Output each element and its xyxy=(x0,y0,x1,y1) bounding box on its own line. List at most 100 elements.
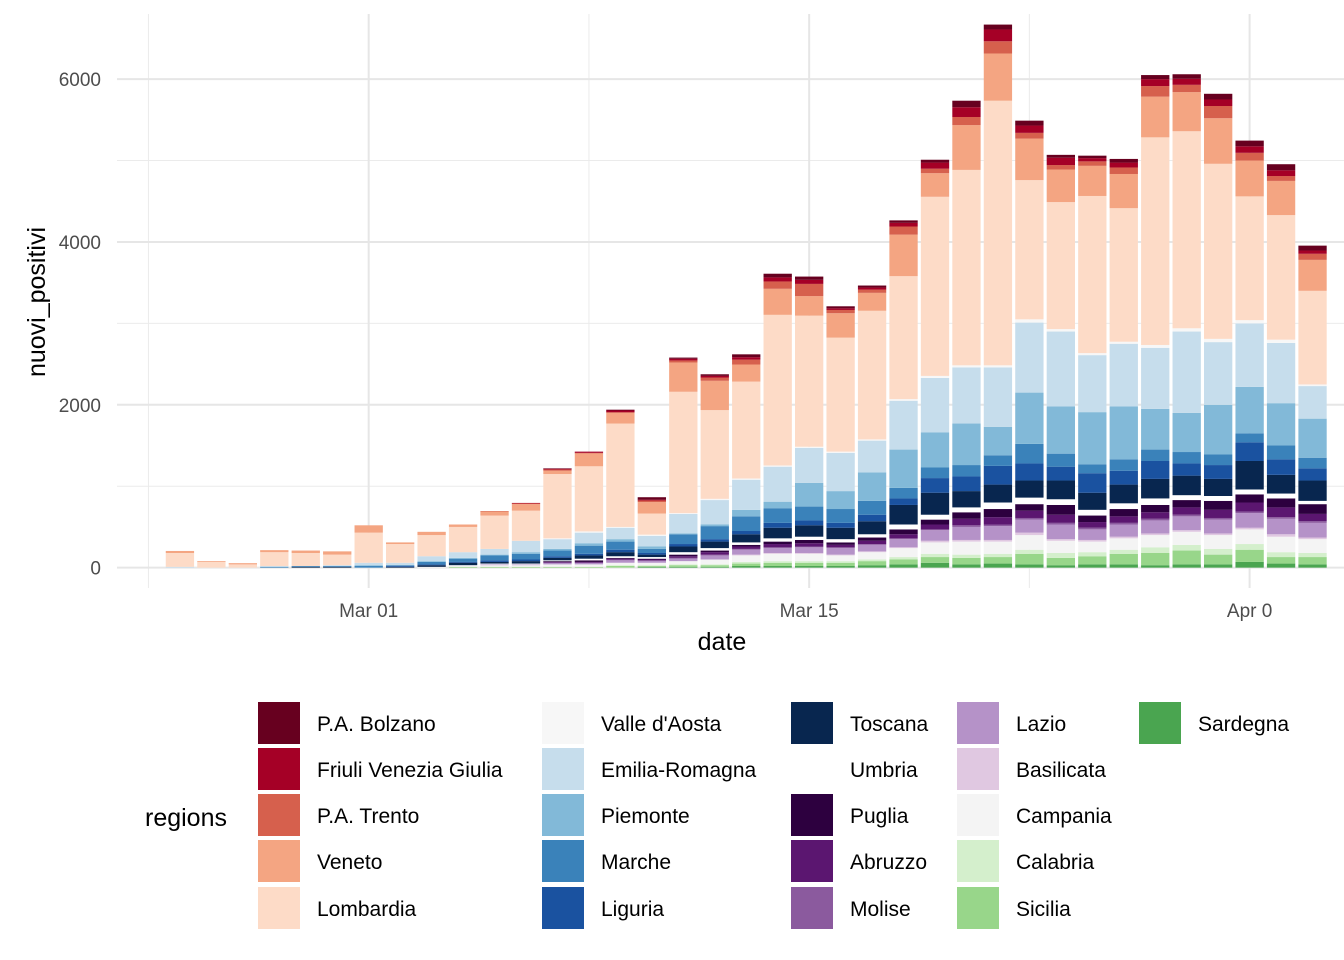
bar-segment xyxy=(920,196,950,376)
bar-stack xyxy=(385,542,415,568)
bar-segment xyxy=(1235,494,1264,503)
bar-segment xyxy=(1203,535,1233,549)
bar-segment xyxy=(732,542,761,545)
bar-segment xyxy=(1235,320,1264,324)
bar-segment xyxy=(543,556,572,558)
bar-segment xyxy=(1046,406,1076,454)
bar-segment xyxy=(983,426,1013,456)
bar-segment xyxy=(1078,161,1107,166)
bar-segment xyxy=(606,549,635,553)
y-axis-title: nuovi_positivi xyxy=(23,227,51,377)
bar-segment xyxy=(1109,553,1138,565)
bar-segment xyxy=(637,535,667,547)
bar-segment xyxy=(1141,96,1170,138)
bar-segment xyxy=(448,566,478,567)
bar-segment xyxy=(1235,529,1264,545)
bar-segment xyxy=(1141,449,1170,461)
bar-segment xyxy=(763,466,792,502)
bar-segment xyxy=(889,547,918,549)
bar-segment xyxy=(1109,509,1138,517)
bar-segment xyxy=(826,562,855,567)
bar-segment xyxy=(1015,510,1044,518)
bar-segment xyxy=(637,546,667,549)
bar-segment xyxy=(1109,564,1138,568)
bar-stack xyxy=(1109,158,1138,568)
bar-segment xyxy=(700,541,729,549)
bar-segment xyxy=(1298,564,1327,568)
bar-segment xyxy=(1266,170,1296,177)
bar-segment xyxy=(826,566,855,568)
bar-segment xyxy=(1266,498,1296,508)
bar-segment xyxy=(920,492,950,515)
bar-segment xyxy=(637,565,667,567)
bar-segment xyxy=(857,289,887,293)
bar-segment xyxy=(1203,517,1233,520)
bar-segment xyxy=(1235,160,1264,197)
bar-segment xyxy=(1298,480,1327,501)
legend-swatch xyxy=(791,794,833,836)
bar-segment xyxy=(700,554,729,556)
legend-item: Valle d'Aosta xyxy=(542,702,722,744)
bar-segment xyxy=(1203,99,1233,107)
bar-segment xyxy=(165,566,195,568)
bar-segment xyxy=(794,553,824,562)
bar-stack xyxy=(354,525,383,568)
bar-segment xyxy=(385,544,415,563)
legend-item: Friuli Venezia Giulia xyxy=(258,748,503,790)
bar-segment xyxy=(543,561,572,562)
bar-segment xyxy=(826,547,855,549)
bar-segment xyxy=(1046,169,1076,203)
bar-segment xyxy=(952,525,981,527)
bar-segment xyxy=(669,533,698,535)
legend-swatch xyxy=(542,748,584,790)
bar-segment xyxy=(1109,549,1138,554)
bar-segment xyxy=(857,310,887,440)
bar-segment xyxy=(1298,557,1327,565)
bar-segment xyxy=(291,550,320,553)
bar-segment xyxy=(889,400,918,450)
bar-segment xyxy=(1172,507,1201,515)
bar-segment xyxy=(260,552,289,567)
bar-segment xyxy=(1141,547,1170,553)
bar-segment xyxy=(763,544,792,548)
bar-segment xyxy=(1266,164,1296,171)
legend-item: Calabria xyxy=(957,840,1095,882)
bar-segment xyxy=(1235,502,1264,512)
bar-segment xyxy=(889,524,918,530)
bar-segment xyxy=(1046,466,1076,481)
bar-segment xyxy=(1078,509,1107,516)
bar-segment xyxy=(1172,74,1201,79)
bar-segment xyxy=(448,566,478,568)
bar-segment xyxy=(857,544,887,552)
legend-swatch xyxy=(957,840,999,882)
bar-segment xyxy=(1266,215,1296,340)
bar-segment xyxy=(1046,157,1076,166)
bar-segment xyxy=(417,556,446,562)
bar-stack xyxy=(826,306,855,568)
bar-segment xyxy=(1235,140,1264,147)
bar-stack xyxy=(165,550,195,568)
bar-stack xyxy=(952,100,981,568)
bar-stack xyxy=(1203,93,1233,568)
bar-segment xyxy=(574,452,604,454)
bar-segment xyxy=(417,561,446,565)
bar-stack xyxy=(1046,154,1076,568)
bar-segment xyxy=(952,125,981,170)
bar-segment xyxy=(448,565,478,567)
legend-label: Umbria xyxy=(850,759,918,782)
bar-segment xyxy=(448,562,478,566)
bar-segment xyxy=(637,500,667,503)
bar-segment xyxy=(543,474,572,539)
bar-segment xyxy=(448,558,478,562)
bar-segment xyxy=(700,524,729,527)
bar-segment xyxy=(1203,554,1233,565)
bar-segment xyxy=(794,279,824,284)
bar-segment xyxy=(983,455,1013,466)
bar-segment xyxy=(165,550,195,553)
legend-label: Veneto xyxy=(317,851,382,874)
bar-segment xyxy=(1298,537,1327,540)
bar-segment xyxy=(826,548,855,555)
bar-segment xyxy=(511,552,541,554)
bar-segment xyxy=(794,315,824,447)
bar-segment xyxy=(1015,138,1044,181)
